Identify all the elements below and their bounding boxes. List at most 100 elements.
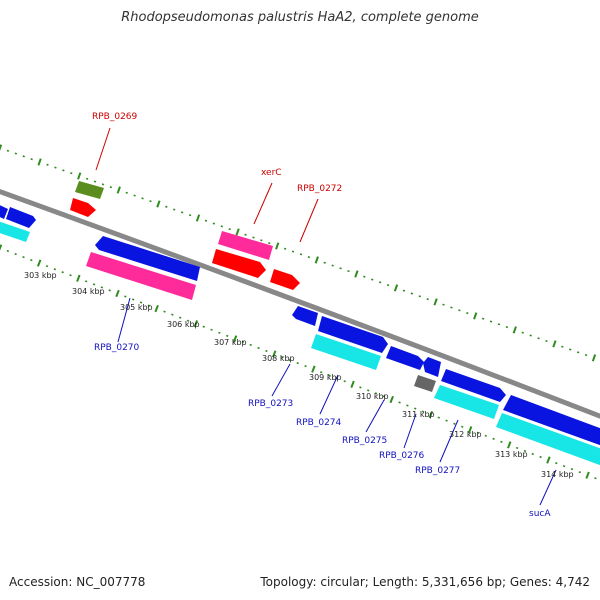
scale-labels: 303 kbp 304 kbp 305 kbp 306 kbp 307 kbp … <box>24 271 574 479</box>
rna-feature[interactable] <box>212 249 266 278</box>
minor-tick <box>578 471 581 474</box>
minor-tick <box>307 256 311 259</box>
minor-tick <box>163 310 166 313</box>
minor-tick <box>225 334 229 337</box>
rna-feature[interactable] <box>70 198 96 217</box>
forward-cds-feature[interactable] <box>503 395 600 447</box>
minor-tick <box>62 169 65 172</box>
minor-tick <box>569 348 572 351</box>
minor-tick <box>481 317 485 320</box>
minor-tick <box>109 186 113 189</box>
minor-tick <box>327 374 331 377</box>
minor-tick <box>283 247 287 250</box>
forward-cds-feature[interactable] <box>95 236 200 281</box>
minor-tick <box>555 461 558 465</box>
scale-label: 304 kbp <box>72 287 105 296</box>
olive-feature[interactable] <box>75 181 104 199</box>
reverse-cds-feature[interactable] <box>496 413 600 467</box>
gene-label[interactable]: RPB_0269 <box>92 112 138 122</box>
scale-label: 311 kbp <box>402 410 435 419</box>
minor-tick <box>299 253 303 256</box>
minor-tick <box>30 259 33 262</box>
minor-tick <box>296 362 299 365</box>
gene-label[interactable]: RPB_0274 <box>296 418 342 428</box>
major-tick <box>232 335 238 343</box>
forward-cds-feature[interactable] <box>441 369 506 402</box>
minor-tick <box>492 437 495 440</box>
minor-tick <box>257 346 260 350</box>
minor-tick <box>204 219 208 222</box>
minor-tick <box>466 312 469 315</box>
genome-backbone <box>0 188 600 419</box>
forward-cds-feature[interactable] <box>6 207 36 228</box>
minor-tick <box>561 345 564 348</box>
gene-label[interactable]: sucA <box>529 509 551 519</box>
major-tick <box>433 298 438 306</box>
minor-tick <box>180 211 184 214</box>
major-tick <box>428 410 434 419</box>
pink-feature[interactable] <box>218 231 273 260</box>
scale-label: 303 kbp <box>24 271 57 280</box>
gene-label[interactable]: RPB_0275 <box>342 436 387 446</box>
minor-tick <box>30 158 33 161</box>
minor-tick <box>141 197 144 200</box>
minor-tick <box>212 222 216 225</box>
forward-cds-feature[interactable] <box>0 203 8 219</box>
minor-tick <box>367 389 370 392</box>
outer-tick-ring <box>0 144 597 362</box>
forward-cds-feature[interactable] <box>386 346 424 370</box>
gene-label[interactable]: xerC <box>261 168 282 178</box>
minor-tick <box>359 386 362 389</box>
gene-label[interactable]: RPB_0277 <box>415 466 460 476</box>
pink-feature[interactable] <box>86 252 196 300</box>
gene-label[interactable]: RPB_0273 <box>248 399 293 409</box>
major-tick <box>467 426 473 434</box>
reverse-cds-feature[interactable] <box>434 385 499 419</box>
forward-cds-feature[interactable] <box>292 306 318 326</box>
minor-tick <box>53 268 57 271</box>
minor-tick <box>45 265 49 268</box>
minor-tick <box>210 328 213 331</box>
grey-feature[interactable] <box>414 375 436 392</box>
forward-cds-feature[interactable] <box>423 357 441 377</box>
scale-label: 314 kbp <box>541 470 574 479</box>
minor-tick <box>288 358 292 362</box>
major-tick <box>585 471 590 479</box>
reverse-cds-feature[interactable] <box>311 334 381 370</box>
minor-tick <box>202 325 205 328</box>
scale-label: 306 kbp <box>167 320 200 329</box>
major-tick <box>311 365 316 373</box>
minor-tick <box>133 194 136 197</box>
scale-label: 313 kbp <box>495 450 528 459</box>
gene-label[interactable]: RPB_0272 <box>297 184 342 194</box>
gene-label[interactable]: RPB_0270 <box>94 343 140 353</box>
minor-tick <box>249 343 252 347</box>
minor-tick <box>594 477 597 480</box>
minor-tick <box>521 331 524 334</box>
minor-tick <box>371 278 374 281</box>
minor-tick <box>523 449 527 453</box>
minor-tick <box>280 355 284 359</box>
minor-tick <box>343 380 346 383</box>
major-tick <box>350 380 355 388</box>
rna-feature[interactable] <box>270 269 300 290</box>
minor-tick <box>398 401 401 404</box>
minor-tick <box>378 281 382 284</box>
minor-tick <box>244 233 247 236</box>
forward-cds-feature[interactable] <box>318 316 388 353</box>
major-tick <box>546 456 551 464</box>
minor-tick <box>101 183 105 186</box>
scale-label: 312 kbp <box>449 430 482 439</box>
minor-tick <box>331 264 334 267</box>
minor-tick <box>173 208 176 211</box>
major-tick <box>473 312 478 320</box>
gene-label[interactable]: RPB_0276 <box>379 451 425 461</box>
minor-tick <box>125 191 128 194</box>
minor-tick <box>421 410 425 413</box>
minor-tick <box>93 180 97 183</box>
gene-labels: RPB_0269 xerC RPB_0272 RPB_0270 RPB_0273… <box>92 112 551 519</box>
reverse-cds-feature[interactable] <box>0 220 30 242</box>
inner-tick-ring <box>0 244 597 480</box>
minor-tick <box>562 465 566 468</box>
minor-tick <box>147 304 151 307</box>
